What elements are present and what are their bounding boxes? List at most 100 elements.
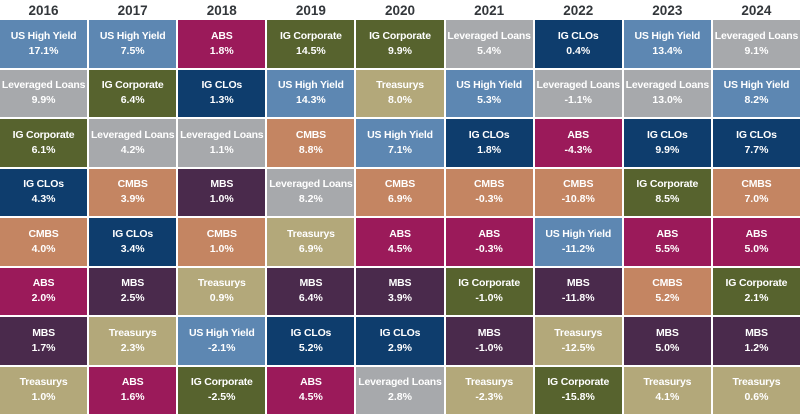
asset-class-label: US High Yield [367, 128, 433, 141]
return-value: 3.9% [388, 292, 412, 305]
return-value: 7.0% [744, 193, 769, 206]
return-cell: US High Yield 17.1% [0, 20, 88, 68]
asset-class-label: IG Corporate [12, 128, 75, 141]
asset-class-label: US High Yield [634, 29, 701, 42]
return-value: 1.0% [31, 391, 56, 404]
return-value: 14.3% [295, 94, 326, 107]
return-value: 2.3% [120, 341, 145, 354]
year-header-row: 2016 2017 2018 2019 2020 2021 2022 2023 2024 [0, 0, 800, 20]
return-value: 9.1% [744, 44, 769, 57]
asset-class-label: Leveraged Loans [714, 29, 799, 42]
return-cell: Treasurys 0.6% [712, 366, 800, 414]
return-cell: IG CLOs 4.3% [0, 168, 88, 216]
return-value: 2.9% [388, 341, 412, 354]
asset-class-label: IG CLOs [647, 128, 688, 141]
return-cell: CMBS 5.2% [623, 267, 711, 315]
return-cell: ABS -4.3% [534, 119, 622, 167]
return-value: 5.0% [655, 341, 680, 354]
return-value: 5.3% [477, 94, 502, 107]
return-value: 4.0% [31, 242, 56, 255]
return-cell: CMBS 8.8% [267, 119, 355, 167]
asset-class-label: MBS [32, 326, 55, 339]
year-header-2020: 2020 [384, 2, 416, 18]
return-cell: IG CLOs 9.9% [623, 119, 711, 167]
return-value: 4.1% [655, 391, 680, 404]
return-value: 3.9% [120, 193, 145, 206]
return-value: -4.3% [564, 143, 592, 156]
return-cell: IG CLOs 5.2% [267, 317, 355, 365]
return-value: -1.0% [475, 292, 503, 305]
return-cell: Treasurys -2.3% [445, 366, 533, 414]
return-value: 1.6% [120, 391, 145, 404]
return-value: 6.4% [298, 292, 323, 305]
return-cell: US High Yield 14.3% [267, 69, 355, 117]
return-cell: Treasurys 6.9% [267, 218, 355, 266]
return-value: 0.9% [209, 292, 234, 305]
asset-class-label: MBS [566, 277, 590, 290]
return-cell: CMBS 7.0% [712, 168, 800, 216]
return-cell: MBS -1.0% [445, 317, 533, 365]
return-value: 6.9% [298, 242, 323, 255]
return-value: 1.0% [209, 242, 234, 255]
return-value: 8.0% [388, 94, 412, 107]
asset-class-label: IG CLOs [201, 79, 243, 92]
asset-class-label: ABS [656, 227, 679, 240]
return-cell: US High Yield -11.2% [534, 218, 622, 266]
asset-class-label: CMBS [741, 178, 772, 191]
return-value: 5.5% [655, 242, 680, 255]
return-cell: MBS 1.0% [178, 168, 266, 216]
asset-class-label: Leveraged Loans [90, 128, 175, 141]
return-value: 3.4% [120, 242, 145, 255]
return-cell: MBS 3.9% [356, 267, 444, 315]
asset-class-label: Treasurys [465, 376, 514, 389]
return-cell: Leveraged Loans 2.8% [356, 366, 444, 414]
return-cell: US High Yield -2.1% [178, 317, 266, 365]
asset-class-label: Leveraged Loans [358, 376, 442, 389]
asset-class-label: IG CLOs [290, 326, 332, 339]
asset-class-label: ABS [32, 277, 55, 290]
return-cell: IG CLOs 3.4% [89, 218, 177, 266]
return-value: 13.4% [652, 44, 683, 57]
asset-class-label: ABS [121, 376, 144, 389]
return-cell: CMBS 6.9% [356, 168, 444, 216]
asset-class-label: ABS [300, 376, 322, 389]
return-cell: IG Corporate 8.5% [623, 168, 711, 216]
year-header-2023: 2023 [652, 2, 683, 18]
return-value: 17.1% [28, 44, 59, 57]
return-cell: ABS 5.5% [623, 218, 711, 266]
year-header-2017: 2017 [117, 2, 148, 18]
asset-class-label: IG Corporate [458, 277, 520, 290]
return-cell: CMBS 1.0% [178, 218, 266, 266]
return-value: 5.2% [298, 341, 323, 354]
asset-class-label: IG Corporate [636, 178, 699, 191]
return-cell: IG CLOs 2.9% [356, 317, 444, 365]
return-cell: CMBS -10.8% [534, 168, 622, 216]
return-value: -1.0% [475, 341, 503, 354]
asset-class-label: IG CLOs [112, 227, 153, 240]
return-value: 0.4% [566, 44, 591, 57]
return-value: 5.0% [744, 242, 769, 255]
return-cell: ABS 5.0% [712, 218, 800, 266]
asset-class-label: IG CLOs [379, 326, 421, 339]
asset-class-label: IG Corporate [190, 376, 253, 389]
return-cell: ABS 1.8% [178, 20, 266, 68]
asset-class-label: US High Yield [723, 79, 790, 92]
return-value: -11.8% [561, 292, 595, 305]
return-cell: US High Yield 13.4% [623, 20, 711, 68]
return-value: 4.2% [120, 143, 145, 156]
return-cell: IG Corporate -15.8% [534, 366, 622, 414]
return-value: 4.3% [31, 193, 56, 206]
return-value: 7.1% [388, 143, 412, 156]
return-value: 2.1% [744, 292, 769, 305]
asset-class-label: ABS [478, 227, 500, 240]
return-value: 7.7% [744, 143, 769, 156]
return-value: 8.2% [298, 193, 323, 206]
return-cell: IG Corporate 9.9% [356, 20, 444, 68]
asset-class-label: CMBS [206, 227, 237, 240]
return-cell: Leveraged Loans 9.1% [712, 20, 800, 68]
return-cell: IG Corporate 6.4% [89, 69, 177, 117]
return-cell: US High Yield 8.2% [712, 69, 800, 117]
asset-class-label: IG CLOs [736, 128, 777, 141]
asset-class-label: MBS [299, 277, 323, 290]
asset-class-label: CMBS [384, 178, 416, 191]
